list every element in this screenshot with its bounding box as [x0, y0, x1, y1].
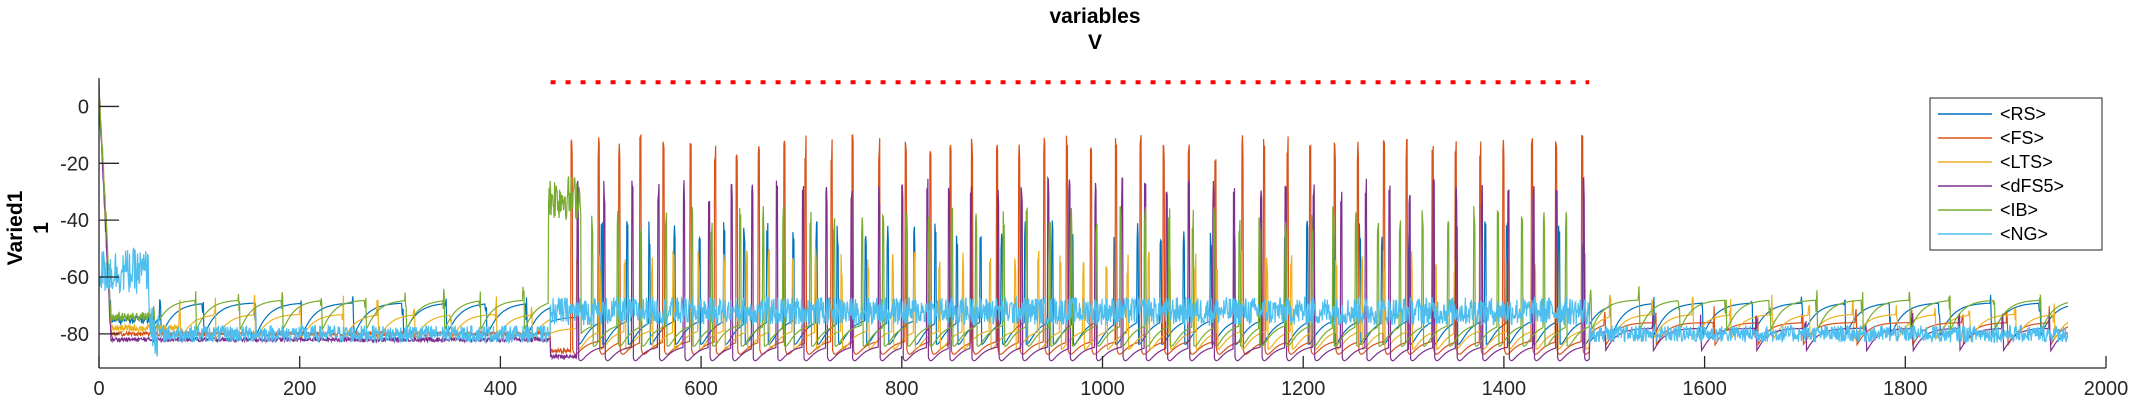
- y-axis-label-line-1: Varied1: [4, 190, 27, 265]
- axes: 0 200 400 600 800 1000 1200 1400 1600 1800 2000 0 -2…: [60, 78, 2128, 400]
- x-tick-label: 1200: [1281, 378, 1326, 400]
- y-tick-label: -80: [60, 324, 89, 346]
- x-tick-label: 1400: [1482, 378, 1527, 400]
- series-line-lts: [99, 98, 2068, 350]
- series-line-ib: [99, 79, 2068, 347]
- y-axis-label: Varied1 1: [4, 190, 53, 265]
- y-tick-label: -40: [60, 210, 89, 232]
- x-tick-label: 600: [684, 378, 717, 400]
- plot-area: [99, 79, 2068, 362]
- series-line-ng: [99, 247, 2068, 357]
- x-tick-label: 2000: [2084, 378, 2129, 400]
- x-tick-label: 400: [484, 378, 517, 400]
- y-tick-label: -60: [60, 267, 89, 289]
- series-line-dfs5: [99, 86, 2068, 362]
- chart-title-line-2: V: [1088, 31, 1102, 54]
- legend-label: <dFS5>: [2000, 176, 2064, 196]
- legend-label: <LTS>: [2000, 152, 2053, 172]
- x-tick-label: 1600: [1682, 378, 1727, 400]
- legend-box: [1929, 97, 2103, 251]
- legend-label: <RS>: [2000, 104, 2046, 124]
- traces: [99, 79, 2068, 362]
- y-tick-label: -20: [60, 153, 89, 175]
- x-tick-label: 800: [885, 378, 918, 400]
- chart-title: variables V: [1049, 5, 1140, 54]
- legend-label: <NG>: [2000, 224, 2048, 244]
- y-axis-label-line-2: 1: [30, 222, 53, 234]
- legend-label: <IB>: [2000, 200, 2038, 220]
- x-tick-label: 1800: [1883, 378, 1928, 400]
- x-tick-label: 0: [93, 378, 104, 400]
- legend: <RS> <FS> <LTS> <dFS5> <IB> <NG>: [1929, 97, 2103, 251]
- x-tick-label: 200: [283, 378, 316, 400]
- x-tick-label: 1000: [1080, 378, 1125, 400]
- chart-title-line-1: variables: [1049, 5, 1140, 28]
- legend-label: <FS>: [2000, 128, 2044, 148]
- y-tick-label: 0: [78, 96, 89, 118]
